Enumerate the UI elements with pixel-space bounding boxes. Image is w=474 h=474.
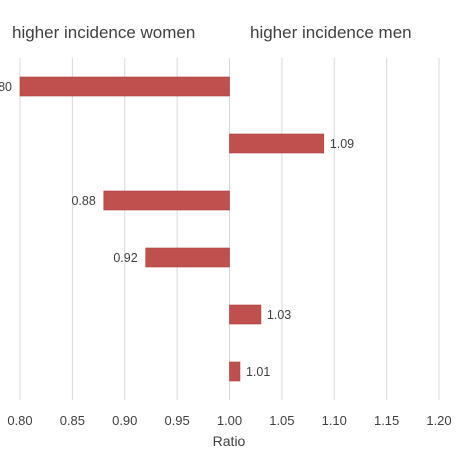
bar-1 (229, 133, 325, 154)
bar-5 (229, 361, 241, 382)
bar-4 (229, 304, 262, 325)
x-tick-label: 0.95 (164, 413, 189, 428)
data-label-1: 1.09 (330, 137, 354, 151)
x-axis-title: Ratio (213, 433, 246, 449)
bars (19, 76, 325, 382)
x-tick-label: 0.85 (60, 413, 85, 428)
data-labels: 0.80 1.09 0.88 0.92 1.03 1.01 (0, 80, 354, 379)
bar-2 (103, 190, 230, 211)
x-tick-label: 0.80 (7, 413, 32, 428)
data-label-2: 0.88 (71, 194, 95, 208)
data-label-3: 0.92 (113, 251, 137, 265)
x-tick-label: 1.15 (374, 413, 399, 428)
x-axis-ticks: 0.80 0.85 0.90 0.95 1.00 1.05 1.10 1.15 1.20 (7, 413, 451, 428)
data-label-0: 0.80 (0, 80, 12, 94)
x-tick-label: 0.90 (112, 413, 137, 428)
bar-3 (145, 247, 230, 268)
x-tick-label: 1.10 (322, 413, 347, 428)
data-label-4: 1.03 (267, 308, 291, 322)
x-tick-label: 1.00 (217, 413, 242, 428)
x-tick-label: 1.05 (269, 413, 294, 428)
data-label-5: 1.01 (246, 365, 270, 379)
x-tick-label: 1.20 (426, 413, 451, 428)
bar-0 (19, 76, 230, 97)
annotation-higher-incidence-women: higher incidence women (12, 23, 195, 42)
annotation-higher-incidence-men: higher incidence men (250, 23, 412, 42)
gridlines (19, 58, 440, 400)
